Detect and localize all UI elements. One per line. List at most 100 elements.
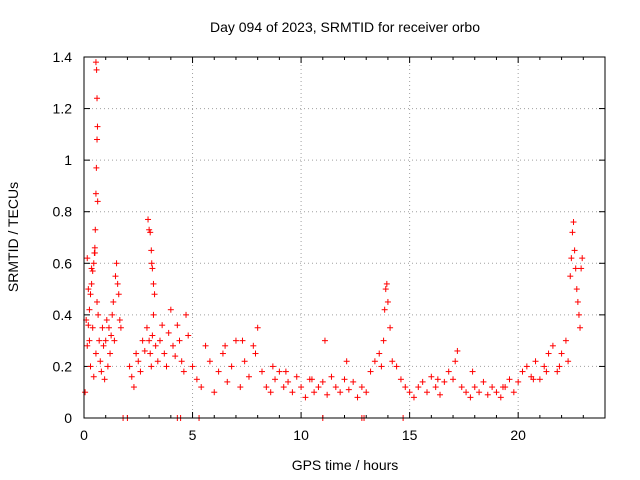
- data-point: [510, 389, 517, 396]
- data-point: [90, 373, 97, 380]
- data-point: [111, 337, 118, 344]
- data-point: [211, 389, 218, 396]
- data-point: [259, 368, 266, 375]
- data-point: [178, 358, 185, 365]
- data-point: [245, 373, 252, 380]
- data-point: [302, 394, 309, 401]
- x-tick-label: 20: [510, 427, 526, 443]
- grid: [84, 57, 605, 418]
- data-point: [383, 280, 390, 287]
- data-point: [419, 378, 426, 385]
- data-point: [163, 363, 170, 370]
- data-point: [567, 273, 574, 280]
- data-point: [337, 389, 344, 396]
- data-point: [285, 378, 292, 385]
- data-point: [202, 342, 209, 349]
- data-point: [543, 368, 550, 375]
- y-tick-label: 0.6: [53, 255, 73, 271]
- data-point: [489, 384, 496, 391]
- data-point: [148, 260, 155, 267]
- data-point: [98, 368, 105, 375]
- data-point: [397, 376, 404, 383]
- data-point: [239, 337, 246, 344]
- data-point: [493, 389, 500, 396]
- data-point: [345, 386, 352, 393]
- data-point: [410, 394, 417, 401]
- data-point: [371, 358, 378, 365]
- data-point: [467, 394, 474, 401]
- data-point: [562, 337, 569, 344]
- data-point: [458, 384, 465, 391]
- data-point: [530, 376, 537, 383]
- x-tick-label: 15: [402, 427, 418, 443]
- data-point: [381, 306, 388, 313]
- data-point: [558, 350, 565, 357]
- data-point: [159, 322, 166, 329]
- data-point: [577, 324, 584, 331]
- data-point: [107, 350, 114, 357]
- data-point: [254, 324, 261, 331]
- data-point: [568, 255, 575, 262]
- data-point: [147, 229, 154, 236]
- data-point: [572, 265, 579, 272]
- data-point: [146, 337, 153, 344]
- data-point: [172, 353, 179, 360]
- data-point: [137, 368, 144, 375]
- data-point: [93, 164, 100, 171]
- data-point: [389, 358, 396, 365]
- data-point: [165, 329, 172, 336]
- data-point: [324, 391, 331, 398]
- data-point: [139, 337, 146, 344]
- data-point: [556, 363, 563, 370]
- data-point: [115, 291, 122, 298]
- data-point: [108, 332, 115, 339]
- data-point: [579, 255, 586, 262]
- data-point: [480, 378, 487, 385]
- data-point: [183, 311, 190, 318]
- data-point: [126, 363, 133, 370]
- data-points: [82, 59, 586, 421]
- data-point: [252, 350, 259, 357]
- data-point: [565, 358, 572, 365]
- data-point: [354, 394, 361, 401]
- data-point: [148, 247, 155, 254]
- data-point: [113, 260, 120, 267]
- data-point: [141, 347, 148, 354]
- data-point: [86, 306, 93, 313]
- data-point: [85, 322, 92, 329]
- data-point: [402, 384, 409, 391]
- data-point: [90, 260, 97, 267]
- data-point: [463, 389, 470, 396]
- data-point: [554, 368, 561, 375]
- data-point: [367, 368, 374, 375]
- chart-title: Day 094 of 2023, SRMTID for receiver orb…: [210, 19, 480, 35]
- data-point: [484, 391, 491, 398]
- data-point: [499, 384, 506, 391]
- data-point: [109, 311, 116, 318]
- y-tick-label: 1: [64, 152, 72, 168]
- data-point: [143, 324, 150, 331]
- data-point: [92, 59, 99, 66]
- data-point: [308, 376, 315, 383]
- data-point: [96, 337, 103, 344]
- data-point: [454, 347, 461, 354]
- data-point: [91, 244, 98, 251]
- data-point: [174, 322, 181, 329]
- data-point: [384, 298, 391, 305]
- data-point: [515, 378, 522, 385]
- data-point: [228, 363, 235, 370]
- data-point: [100, 342, 107, 349]
- data-point: [380, 337, 387, 344]
- data-point: [114, 280, 121, 287]
- data-point: [437, 391, 444, 398]
- data-point: [423, 389, 430, 396]
- data-point: [450, 376, 457, 383]
- data-point: [523, 363, 530, 370]
- data-point: [378, 363, 385, 370]
- data-point: [146, 226, 153, 233]
- data-point: [452, 358, 459, 365]
- data-point: [241, 358, 248, 365]
- data-point: [145, 216, 152, 223]
- data-point: [180, 368, 187, 375]
- data-point: [476, 389, 483, 396]
